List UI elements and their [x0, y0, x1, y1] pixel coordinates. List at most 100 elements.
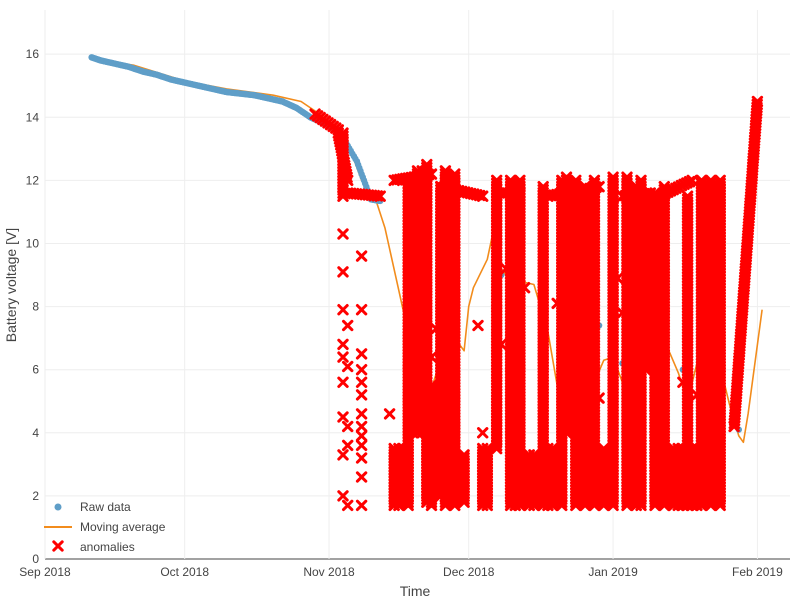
anomaly-marker: [355, 348, 368, 360]
y-tick-label: 2: [32, 489, 39, 503]
x-axis-title: Time: [400, 583, 431, 599]
anomaly-marker: [630, 373, 642, 385]
anomaly-marker: [621, 174, 633, 186]
anomaly-marker: [658, 181, 670, 193]
axis-layer: 0 2 4 6 8 10 12 14 16 Sep 2018 Oct 2018 Nov 2018 Dec…: [19, 47, 783, 579]
anomaly-marker: [355, 452, 368, 464]
anomaly-marker: [593, 392, 605, 404]
x-tick-label: Nov 2018: [303, 565, 355, 579]
anomaly-marker: [337, 376, 349, 388]
legend-moving-average-label: Moving average: [80, 520, 166, 534]
anomaly-marker: [504, 177, 517, 190]
anomaly-marker: [337, 411, 349, 423]
anomaly-marker: [342, 360, 354, 373]
anomaly-marker: [355, 408, 368, 420]
anomaly-marker: [481, 442, 493, 455]
anomaly-marker: [579, 351, 591, 363]
y-tick-label: 0: [32, 552, 39, 566]
x-tick-label: Feb 2019: [732, 565, 783, 579]
anomaly-marker: [546, 445, 559, 458]
anomaly-marker: [472, 319, 484, 332]
anomaly-marker: [425, 382, 438, 395]
anomaly-marker: [537, 181, 549, 193]
anomaly-marker: [640, 193, 652, 205]
anomaly-marker: [342, 420, 354, 433]
anomaly-marker: [430, 323, 442, 335]
anomaly-marker: [588, 174, 601, 187]
anomaly-marker: [621, 171, 633, 183]
anomaly-marker: [355, 420, 368, 433]
y-tick-label: 4: [32, 426, 39, 440]
anomaly-marker: [355, 439, 368, 452]
anomaly-marker: [551, 297, 563, 310]
anomaly-marker: [612, 272, 624, 284]
anomaly-marker: [579, 181, 591, 193]
anomaly-marker: [598, 442, 610, 455]
anomaly-marker: [504, 174, 517, 187]
anomaly-marker: [528, 452, 540, 464]
anomaly-marker: [355, 376, 368, 388]
anomaly-marker: [421, 161, 433, 174]
anomaly-marker: [514, 177, 526, 190]
anomaly-marker: [514, 174, 526, 187]
anomaly-marker: [342, 319, 354, 332]
y-tick-label: 8: [32, 300, 39, 314]
anomaly-marker: [458, 452, 470, 464]
anomaly-marker: [570, 174, 582, 187]
anomaly-marker: [681, 190, 694, 202]
anomaly-marker: [579, 184, 591, 196]
anomaly-marker: [425, 379, 438, 392]
y-tick-label: 12: [26, 173, 40, 187]
anomaly-marker: [616, 307, 629, 319]
y-tick-label: 6: [32, 363, 39, 377]
anomaly-marker: [635, 177, 647, 190]
anomaly-marker: [579, 398, 591, 411]
anomaly-marker: [371, 190, 383, 202]
anomaly-marker: [649, 357, 661, 370]
anomaly-marker: [449, 168, 461, 180]
anomaly-marker: [640, 190, 652, 202]
anomaly-marker: [714, 177, 726, 190]
anomaly-marker: [481, 445, 493, 458]
anomaly-marker: [695, 177, 708, 190]
anomaly-marker: [439, 165, 452, 177]
anomaly-marker: [355, 250, 368, 262]
anomaly-marker: [495, 338, 507, 351]
anomaly-marker: [337, 338, 349, 351]
anomaly-marker: [714, 174, 726, 187]
anomalies-layer: [309, 95, 764, 512]
anomaly-marker: [477, 427, 489, 439]
anomaly-marker: [407, 427, 419, 439]
anomaly-marker: [705, 174, 717, 187]
anomaly-marker: [337, 266, 349, 278]
anomaly-marker: [584, 237, 596, 250]
anomaly-marker: [337, 304, 349, 316]
anomaly-marker: [355, 471, 368, 483]
anomaly-marker: [444, 326, 456, 338]
anomaly-marker: [560, 171, 573, 183]
legend-anomalies-marker: [52, 540, 64, 552]
anomaly-marker: [570, 177, 582, 190]
x-tick-label: Dec 2018: [443, 565, 495, 579]
anomaly-marker: [383, 408, 396, 420]
anomaly-marker: [658, 184, 670, 196]
anomaly-marker: [402, 174, 414, 187]
anomaly-marker: [528, 449, 540, 461]
anomaly-marker: [337, 449, 349, 461]
x-tick-label: Oct 2018: [160, 565, 209, 579]
anomaly-marker: [677, 376, 689, 388]
anomaly-marker: [477, 190, 489, 202]
anomaly-marker: [355, 389, 368, 401]
anomaly-marker: [518, 282, 531, 294]
anomaly-marker: [691, 389, 703, 401]
y-tick-label: 14: [26, 110, 40, 124]
y-tick-label: 16: [26, 47, 40, 61]
anomaly-marker: [337, 127, 349, 139]
anomaly-marker: [355, 364, 368, 376]
anomaly-marker: [663, 452, 675, 464]
anomaly-marker: [491, 174, 503, 187]
anomaly-marker: [449, 171, 461, 183]
legend[interactable]: Raw data Moving average anomalies: [44, 500, 166, 554]
anomaly-marker: [695, 174, 708, 187]
